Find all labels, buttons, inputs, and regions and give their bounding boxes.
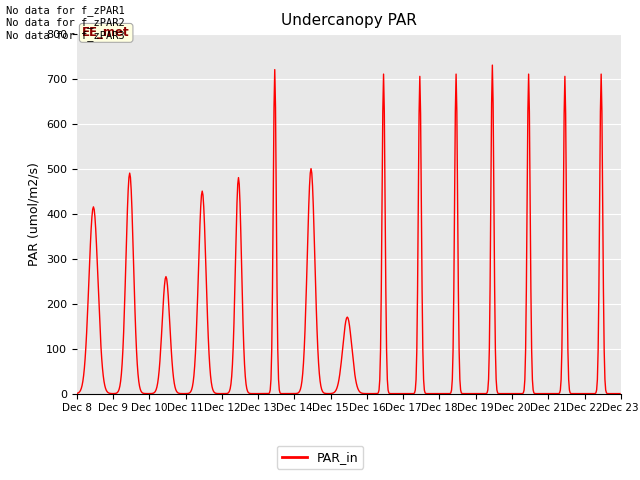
Text: EE_met: EE_met [83,26,130,39]
Y-axis label: PAR (umol/m2/s): PAR (umol/m2/s) [28,162,40,265]
Text: No data for f_zPAR1
No data for f_zPAR2
No data for f_zPAR3: No data for f_zPAR1 No data for f_zPAR2 … [6,5,125,41]
Legend: PAR_in: PAR_in [276,446,364,469]
Title: Undercanopy PAR: Undercanopy PAR [281,13,417,28]
